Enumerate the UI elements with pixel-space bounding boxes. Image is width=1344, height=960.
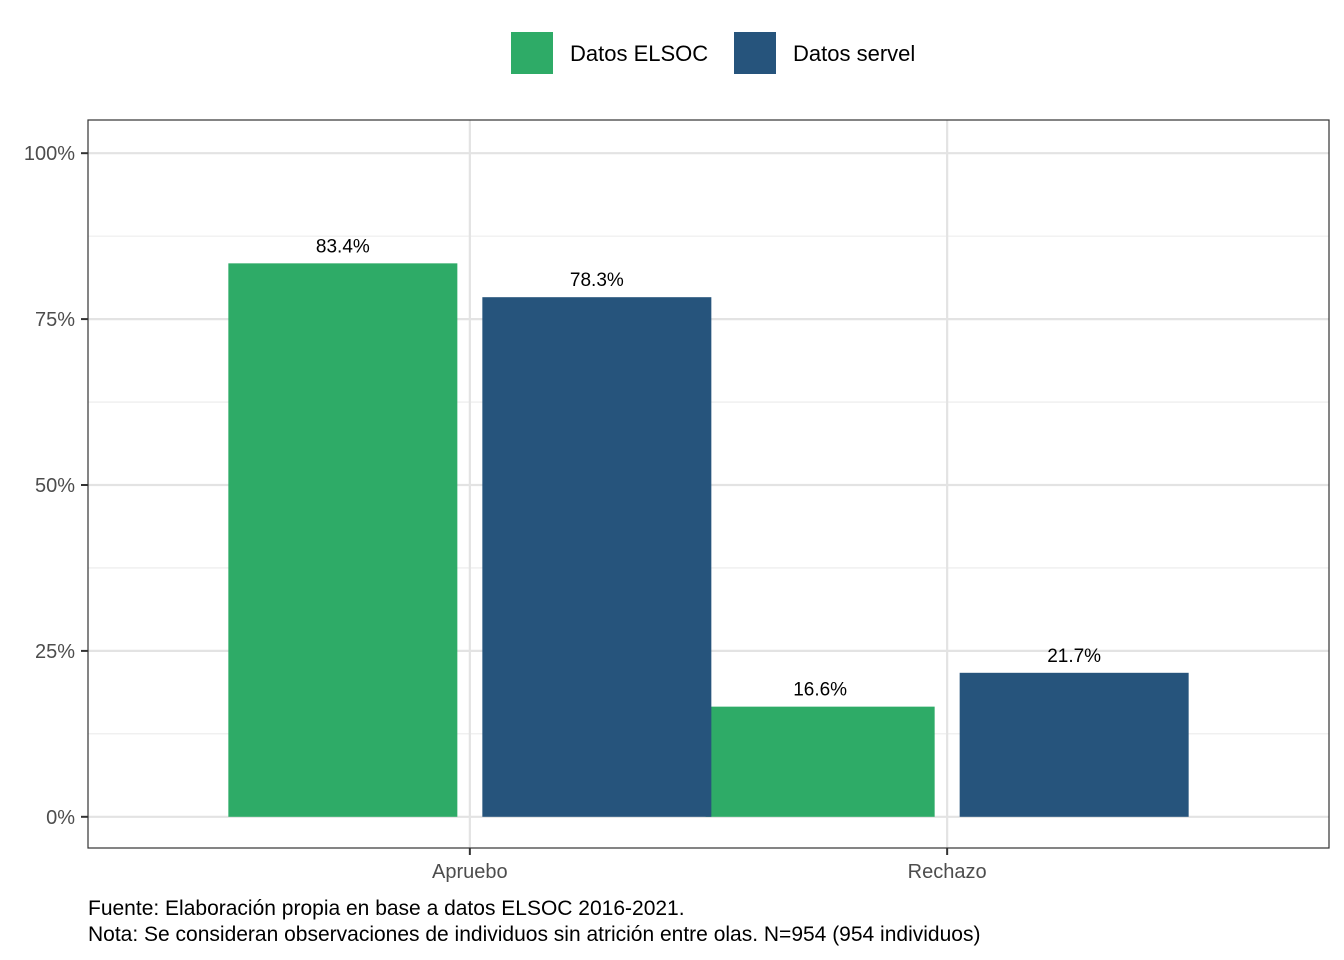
y-tick-label: 100%: [24, 143, 75, 165]
y-tick-label: 25%: [35, 641, 75, 663]
legend-key: [511, 32, 553, 74]
y-tick-label: 75%: [35, 309, 75, 331]
data-label: 16.6%: [793, 680, 847, 701]
legend: Datos ELSOC Datos servel: [511, 32, 915, 74]
bar: [228, 263, 458, 817]
data-label: 78.3%: [570, 270, 624, 291]
legend-label: Datos servel: [793, 41, 915, 66]
bar: [959, 672, 1189, 817]
legend-label: Datos ELSOC: [570, 41, 708, 66]
y-tick-label: 50%: [35, 475, 75, 497]
caption-note: Nota: Se consideran observaciones de ind…: [88, 923, 981, 946]
legend-key: [734, 32, 776, 74]
axes: 0% 25% 50% 75% 100% Apruebo Rechazo: [24, 143, 987, 883]
caption-source: Fuente: Elaboración propia en base a dat…: [88, 897, 685, 920]
data-label: 83.4%: [316, 236, 370, 257]
x-tick-label: Rechazo: [908, 861, 987, 883]
bar: [482, 297, 712, 817]
data-label: 21.7%: [1047, 646, 1101, 667]
x-tick-label: Apruebo: [432, 861, 508, 883]
y-tick-label: 0%: [46, 807, 75, 829]
data-labels: 83.4% 16.6% 78.3% 21.7%: [316, 236, 1101, 700]
bar: [705, 706, 935, 817]
bars: [228, 263, 1189, 817]
